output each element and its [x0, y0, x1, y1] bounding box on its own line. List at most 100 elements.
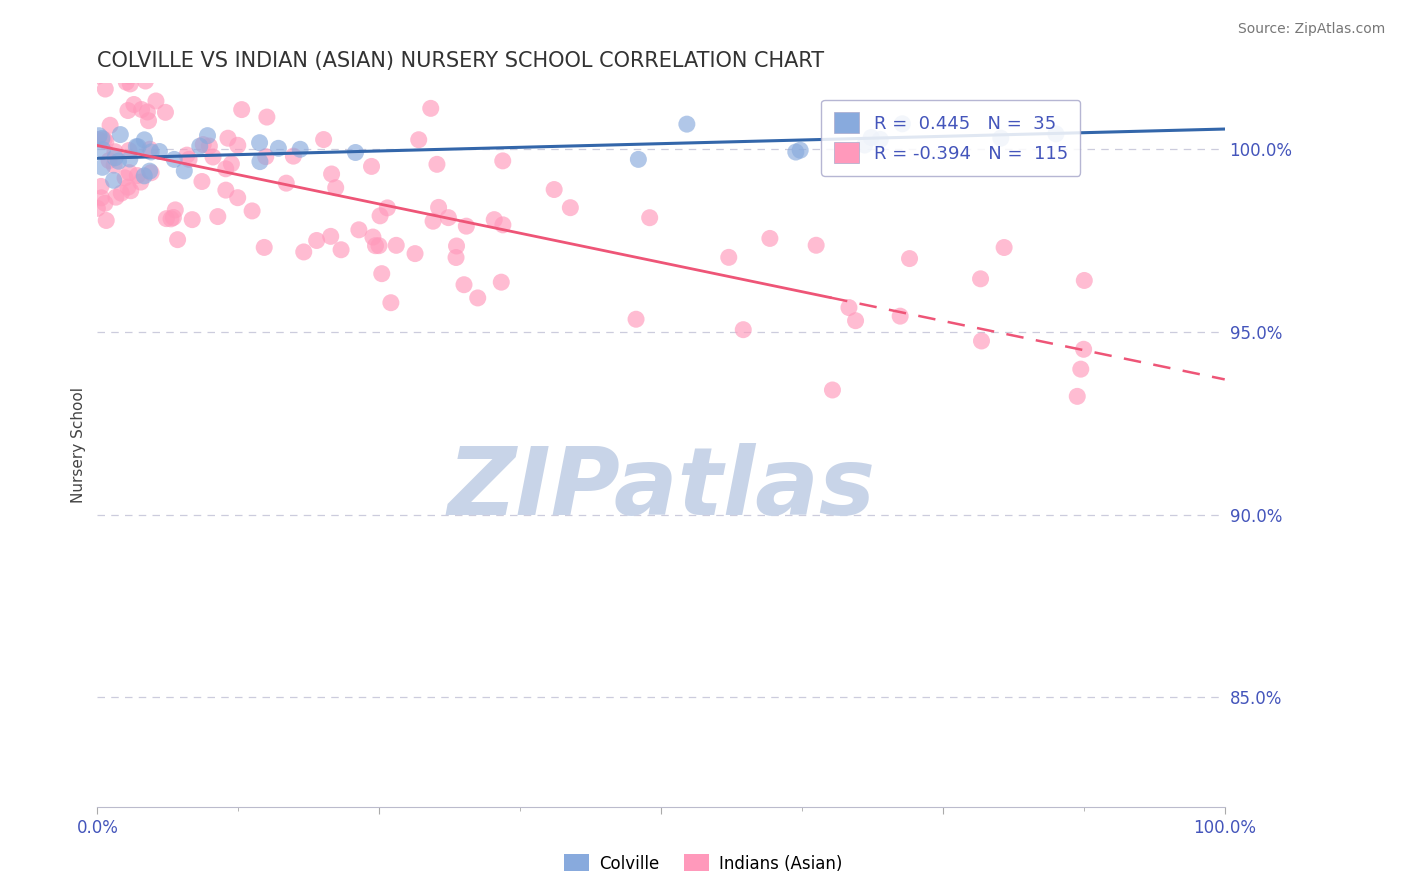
Point — [292, 244, 315, 259]
Point — [446, 239, 468, 253]
Point — [93, 132, 115, 146]
Point — [785, 145, 807, 159]
Point — [456, 219, 478, 234]
Point — [87, 133, 110, 147]
Point — [254, 150, 277, 164]
Point — [215, 161, 238, 176]
Point — [869, 132, 891, 146]
Point — [181, 212, 204, 227]
Point — [364, 238, 387, 252]
Point — [118, 152, 141, 166]
Point — [267, 141, 290, 155]
Point — [215, 183, 238, 197]
Point — [90, 179, 112, 194]
Point — [163, 153, 186, 167]
Point — [891, 117, 914, 131]
Point — [131, 103, 153, 117]
Point — [717, 251, 740, 265]
Point — [155, 211, 177, 226]
Y-axis label: Nursery School: Nursery School — [72, 387, 86, 503]
Point — [165, 202, 187, 217]
Point — [733, 323, 755, 337]
Text: ZIPatlas: ZIPatlas — [447, 442, 875, 534]
Point — [276, 176, 298, 190]
Point — [207, 210, 229, 224]
Point — [347, 223, 370, 237]
Point — [103, 173, 125, 187]
Point — [177, 153, 200, 167]
Point — [173, 164, 195, 178]
Point — [94, 82, 117, 96]
Point — [676, 117, 699, 131]
Point — [990, 131, 1012, 145]
Point — [860, 130, 883, 145]
Point — [970, 334, 993, 348]
Point — [122, 97, 145, 112]
Legend: Colville, Indians (Asian): Colville, Indians (Asian) — [557, 847, 849, 880]
Point — [176, 148, 198, 162]
Point — [969, 272, 991, 286]
Point — [129, 175, 152, 189]
Point — [889, 309, 911, 323]
Point — [110, 186, 132, 201]
Point — [118, 69, 141, 83]
Point — [821, 383, 844, 397]
Point — [305, 234, 328, 248]
Point — [139, 166, 162, 180]
Point — [96, 213, 118, 227]
Point — [91, 161, 114, 175]
Point — [408, 133, 430, 147]
Point — [560, 201, 582, 215]
Point — [138, 164, 160, 178]
Point — [134, 74, 156, 88]
Point — [120, 184, 142, 198]
Point — [419, 101, 441, 115]
Point — [125, 139, 148, 153]
Point — [759, 231, 782, 245]
Text: Source: ZipAtlas.com: Source: ZipAtlas.com — [1237, 22, 1385, 37]
Point — [330, 243, 353, 257]
Point — [993, 240, 1015, 254]
Point — [134, 133, 156, 147]
Point — [288, 142, 311, 156]
Point — [221, 157, 243, 171]
Point — [202, 150, 225, 164]
Point — [104, 151, 127, 165]
Point — [226, 191, 249, 205]
Point — [368, 209, 391, 223]
Point — [380, 295, 402, 310]
Point — [249, 154, 271, 169]
Point — [117, 180, 139, 194]
Point — [91, 131, 114, 145]
Point — [136, 105, 159, 120]
Point — [371, 267, 394, 281]
Point — [118, 166, 141, 180]
Point — [484, 212, 506, 227]
Point — [197, 128, 219, 143]
Point — [104, 145, 127, 159]
Point — [422, 214, 444, 228]
Point — [1066, 389, 1088, 403]
Point — [94, 135, 117, 149]
Point — [368, 238, 391, 252]
Point — [127, 169, 149, 183]
Point — [104, 190, 127, 204]
Point — [217, 131, 239, 145]
Point — [118, 144, 141, 158]
Point — [166, 233, 188, 247]
Point — [321, 167, 343, 181]
Point — [1073, 343, 1095, 357]
Legend: R =  0.445   N =  35, R = -0.394   N =  115: R = 0.445 N = 35, R = -0.394 N = 115 — [821, 100, 1080, 176]
Point — [325, 180, 347, 194]
Point — [162, 211, 184, 225]
Point — [98, 118, 121, 132]
Point — [361, 230, 384, 244]
Point — [134, 169, 156, 183]
Point — [627, 153, 650, 167]
Point — [377, 201, 399, 215]
Point — [94, 196, 117, 211]
Point — [145, 94, 167, 108]
Point — [191, 174, 214, 188]
Point — [492, 218, 515, 232]
Point — [193, 137, 215, 152]
